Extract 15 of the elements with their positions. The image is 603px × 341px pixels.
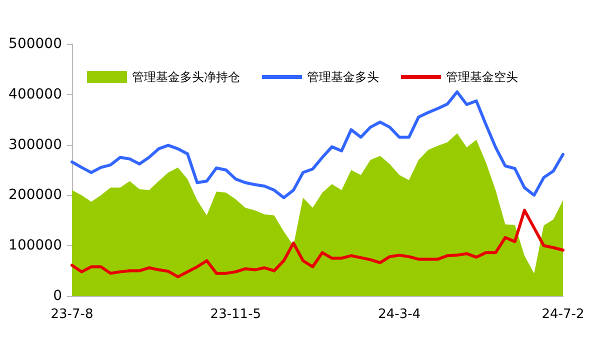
y-tick-label: 500000 [8,36,62,52]
legend-label: 管理基金多头 [307,70,379,84]
line-series [70,90,564,200]
y-tick-label: 300000 [8,136,62,153]
y-tick-label: 0 [53,288,62,304]
legend-label: 管理基金空头 [446,70,518,84]
x-tick-label: 24-7-2 [542,307,584,322]
line-series [70,208,564,278]
legend-label: 管理基金多头净持仓 [132,70,240,84]
x-tick-label: 24-3-4 [378,307,421,322]
y-tick-label: 400000 [8,86,62,102]
y-tick-label: 100000 [8,238,62,254]
x-tick-label: 23-11-5 [210,307,262,322]
y-tick-label: 200000 [8,187,62,204]
x-tick-label: 23-7-8 [50,307,94,322]
